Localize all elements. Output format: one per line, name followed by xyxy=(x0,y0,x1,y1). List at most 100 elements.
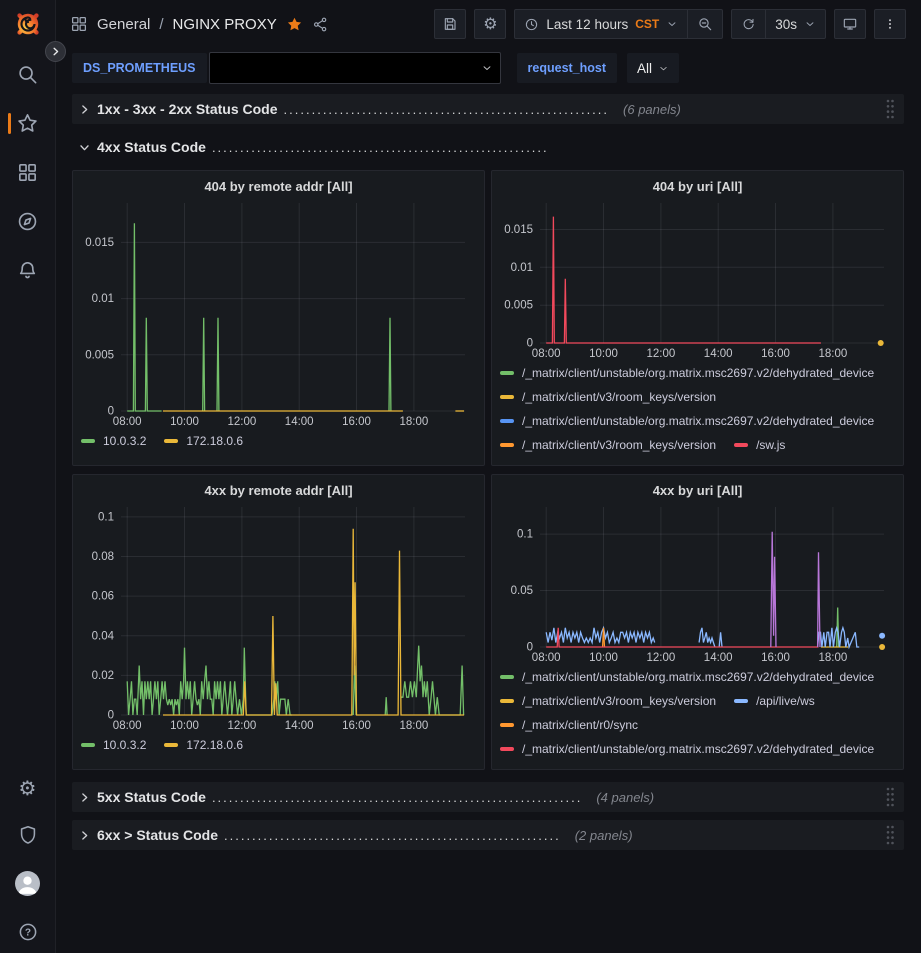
share-icon[interactable] xyxy=(312,16,329,33)
svg-text:16:00: 16:00 xyxy=(342,720,371,732)
legend-item[interactable]: 10.0.3.2 xyxy=(81,433,146,449)
legend-swatch xyxy=(500,675,514,679)
chevron-right-icon xyxy=(53,47,59,56)
sidebar-expand-button[interactable] xyxy=(45,41,66,62)
legend: 10.0.3.2 172.18.0.6 xyxy=(81,433,476,457)
dashboard-settings-button[interactable]: ⚙ xyxy=(474,9,507,39)
gear-icon: ⚙ xyxy=(483,14,498,33)
row-6xx[interactable]: 6xx > Status Code ......................… xyxy=(72,820,904,850)
sidebar-item-dashboards[interactable] xyxy=(0,161,56,184)
svg-text:08:00: 08:00 xyxy=(113,720,142,732)
legend-series-name: /_matrix/client/unstable/org.matrix.msc2… xyxy=(522,366,875,380)
svg-text:0.04: 0.04 xyxy=(92,630,115,642)
svg-text:0: 0 xyxy=(527,642,533,654)
legend-series-name: /api/live/ws xyxy=(756,694,815,708)
row-title: 5xx Status Code xyxy=(97,789,206,805)
avatar xyxy=(15,871,40,896)
svg-text:0.05: 0.05 xyxy=(511,585,533,597)
legend: /_matrix/client/unstable/org.matrix.msc2… xyxy=(500,365,895,458)
legend-series-name: 172.18.0.6 xyxy=(186,434,244,448)
datasource-variable: DS_PROMETHEUS xyxy=(72,52,501,84)
row-1xx-3xx-2xx[interactable]: 1xx - 3xx - 2xx Status Code ............… xyxy=(72,94,904,124)
chevron-down-icon xyxy=(668,22,676,26)
top-nav: General / NGINX PROXY ⚙ Last 12 hours CS… xyxy=(56,0,920,48)
legend-item[interactable]: /_matrix/client/v3/room_keys/version xyxy=(500,437,716,453)
sidebar-item-explore[interactable] xyxy=(0,210,56,233)
legend-item[interactable]: /api/live/ws xyxy=(734,693,815,709)
legend-item[interactable]: 172.18.0.6 xyxy=(164,433,243,449)
sidebar-item-help[interactable]: ? xyxy=(0,921,56,943)
time-range-picker[interactable]: Last 12 hours CST xyxy=(515,10,687,38)
refresh-button[interactable] xyxy=(732,10,765,38)
sidebar-item-profile[interactable] xyxy=(0,871,56,896)
legend-item[interactable]: /_matrix/client/v3/room_keys/version xyxy=(500,693,716,709)
legend-series-name: 10.0.3.2 xyxy=(103,738,147,752)
row-panel-count: (6 panels) xyxy=(623,101,681,117)
search-icon xyxy=(19,66,37,84)
sidebar-item-search[interactable] xyxy=(0,63,56,86)
svg-text:12:00: 12:00 xyxy=(228,720,257,732)
sidebar-item-configuration[interactable]: ⚙ xyxy=(0,777,56,799)
legend-swatch xyxy=(164,743,179,747)
sidebar-item-starred[interactable] xyxy=(0,112,56,135)
datasource-label[interactable]: DS_PROMETHEUS xyxy=(72,53,207,83)
legend-item[interactable]: 10.0.3.2 xyxy=(81,737,146,753)
chart-4xx-by-uri[interactable]: 0 0.05 0.1 08:00 10:00 12:00 14:00 16:00 18:00 xyxy=(500,501,894,665)
legend-item[interactable]: /_matrix/client/unstable/org.matrix.msc2… xyxy=(500,741,874,757)
zoom-out-time-button[interactable] xyxy=(687,10,722,38)
chart-4xx-by-remote-addr[interactable]: 0 0.02 0.04 0.06 0.08 0.1 08:00 10:00 12:00 14:00… xyxy=(81,501,475,733)
panel-title[interactable]: 404 by remote addr [All] xyxy=(204,179,353,194)
legend-item[interactable]: /sw.js xyxy=(734,437,785,453)
chevron-down-icon xyxy=(483,66,490,70)
row-title: 1xx - 3xx - 2xx Status Code xyxy=(97,101,278,117)
chart-404-by-uri[interactable]: 0 0.005 0.01 0.015 08:00 10:00 12:00 14:00 16:00… xyxy=(500,197,894,361)
row-drag-handle-icon[interactable] xyxy=(884,824,896,846)
chart-404-by-remote-addr[interactable]: 0 0.005 0.01 0.015 08:00 10:00 12:00 14:00 16:00… xyxy=(81,197,475,429)
legend-series-name: /_matrix/client/r0/sync xyxy=(522,718,639,732)
star-icon xyxy=(18,114,37,132)
panel-title[interactable]: 404 by uri [All] xyxy=(652,179,743,194)
svg-text:16:00: 16:00 xyxy=(761,348,790,360)
svg-text:10:00: 10:00 xyxy=(589,348,618,360)
request-host-value-select[interactable]: All xyxy=(627,53,680,83)
svg-text:0.015: 0.015 xyxy=(85,237,114,249)
legend-series-name: /sw.js xyxy=(756,438,786,452)
breadcrumb-section[interactable]: General xyxy=(97,15,151,33)
apps-grid-icon xyxy=(71,16,87,32)
datasource-value-select[interactable] xyxy=(208,52,501,84)
legend-swatch xyxy=(81,743,95,747)
svg-text:0.01: 0.01 xyxy=(511,262,533,274)
legend-item[interactable]: 172.18.0.6 xyxy=(164,737,243,753)
legend-swatch xyxy=(500,395,514,399)
chevron-down-icon xyxy=(660,66,667,70)
timezone-label: CST xyxy=(635,17,660,31)
sidebar-item-alerting[interactable] xyxy=(0,259,56,282)
request-host-label[interactable]: request_host xyxy=(516,53,618,83)
panel-title[interactable]: 4xx by uri [All] xyxy=(652,483,743,498)
save-dashboard-button[interactable] xyxy=(434,9,467,39)
svg-text:0: 0 xyxy=(108,710,114,722)
grafana-logo[interactable] xyxy=(13,9,43,39)
tv-mode-button[interactable] xyxy=(834,9,866,39)
legend-item[interactable]: /_matrix/client/unstable/org.matrix.msc2… xyxy=(500,365,874,381)
question-circle-icon: ? xyxy=(19,923,36,941)
legend-swatch xyxy=(81,439,95,443)
favorite-star-icon[interactable] xyxy=(286,16,303,33)
svg-text:18:00: 18:00 xyxy=(819,652,848,664)
row-drag-handle-icon[interactable] xyxy=(884,98,896,120)
legend-item[interactable]: /_matrix/client/unstable/org.matrix.msc2… xyxy=(500,669,874,685)
dashboard-title[interactable]: NGINX PROXY xyxy=(172,15,277,33)
row-4xx[interactable]: 4xx Status Code ........................… xyxy=(72,132,904,162)
legend-series-name: /_matrix/client/v3/room_keys/version xyxy=(522,390,717,404)
row-drag-handle-icon[interactable] xyxy=(884,786,896,808)
sidebar-item-server-admin[interactable] xyxy=(0,824,56,846)
legend-item[interactable]: /_matrix/client/r0/sync xyxy=(500,717,638,733)
legend-item[interactable]: /_matrix/client/v3/room_keys/version xyxy=(500,389,716,405)
panel-title[interactable]: 4xx by remote addr [All] xyxy=(204,483,353,498)
legend-item[interactable]: /_matrix/client/unstable/org.matrix.msc2… xyxy=(500,413,874,429)
svg-text:08:00: 08:00 xyxy=(113,416,142,428)
refresh-controls: 30s xyxy=(731,9,826,39)
row-5xx[interactable]: 5xx Status Code ........................… xyxy=(72,782,904,812)
kebab-menu-button[interactable] xyxy=(874,9,906,39)
refresh-interval-picker[interactable]: 30s xyxy=(765,10,825,38)
